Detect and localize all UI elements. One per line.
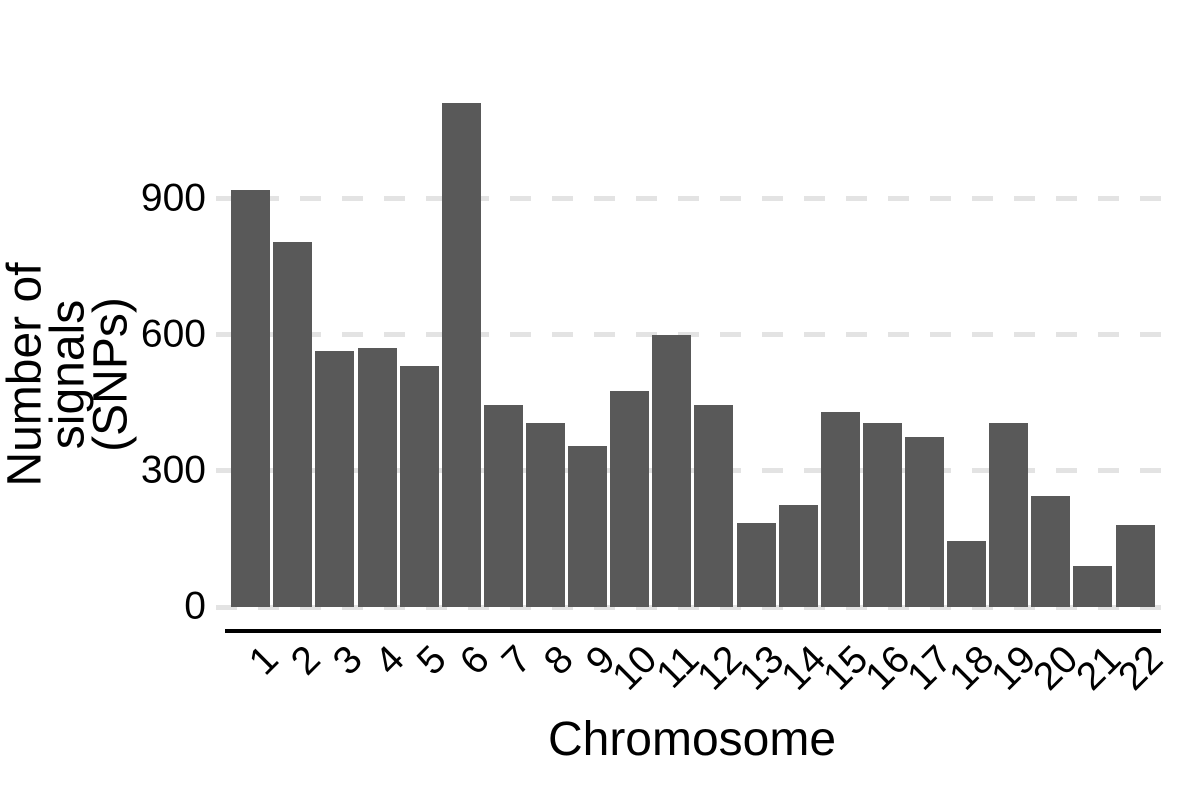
y-axis-title-line2: (SNPs): [84, 297, 138, 452]
x-tick-label-7: 7: [493, 637, 540, 684]
y-tick-label-900: 900: [140, 175, 206, 219]
bar-chr-4: [357, 348, 397, 607]
bar-chr-13: [736, 523, 776, 607]
bar-chr-22: [1115, 525, 1155, 607]
bar-chr-17: [904, 436, 944, 607]
bar-chr-9: [568, 445, 608, 607]
bar-chr-3: [315, 350, 355, 607]
bar-chr-8: [525, 423, 565, 607]
y-tick-label-300: 300: [140, 448, 206, 492]
bar-chr-19: [989, 423, 1029, 607]
bar-chr-14: [778, 504, 818, 607]
bar-chr-16: [862, 423, 902, 607]
x-tick-label-5: 5: [409, 637, 456, 684]
bar-chr-2: [273, 241, 313, 607]
bar-chr-15: [820, 411, 860, 607]
y-axis-title: Number of signals (SNPs): [0, 195, 138, 555]
y-tick-label-0: 0: [184, 584, 206, 628]
x-tick-label-22: 22: [1109, 637, 1172, 699]
bar-chr-1: [231, 189, 271, 607]
bar-chr-6: [441, 103, 481, 607]
bar-chr-10: [610, 391, 650, 607]
x-tick-label-4: 4: [367, 637, 414, 684]
x-axis-title: Chromosome: [547, 713, 837, 766]
bar-chr-12: [694, 405, 734, 607]
bar-chr-18: [947, 541, 987, 607]
bar-chr-7: [483, 405, 523, 607]
gridline-y-0: [216, 604, 1161, 610]
bar-chr-11: [652, 334, 692, 607]
x-tick-label-1: 1: [240, 637, 287, 684]
y-axis-title-line1: Number of signals: [0, 262, 95, 487]
x-tick-label-2: 2: [283, 637, 329, 684]
x-tick-label-6: 6: [451, 637, 498, 684]
x-tick-label-3: 3: [325, 637, 371, 684]
y-tick-label-600: 600: [140, 312, 206, 356]
gridline-y-900: [216, 196, 1161, 202]
bar-chr-5: [399, 366, 439, 607]
x-tick-label-8: 8: [535, 637, 582, 684]
bar-chr-20: [1031, 495, 1071, 607]
x-axis-line: [225, 629, 1161, 633]
bar-chr-21: [1073, 566, 1113, 607]
